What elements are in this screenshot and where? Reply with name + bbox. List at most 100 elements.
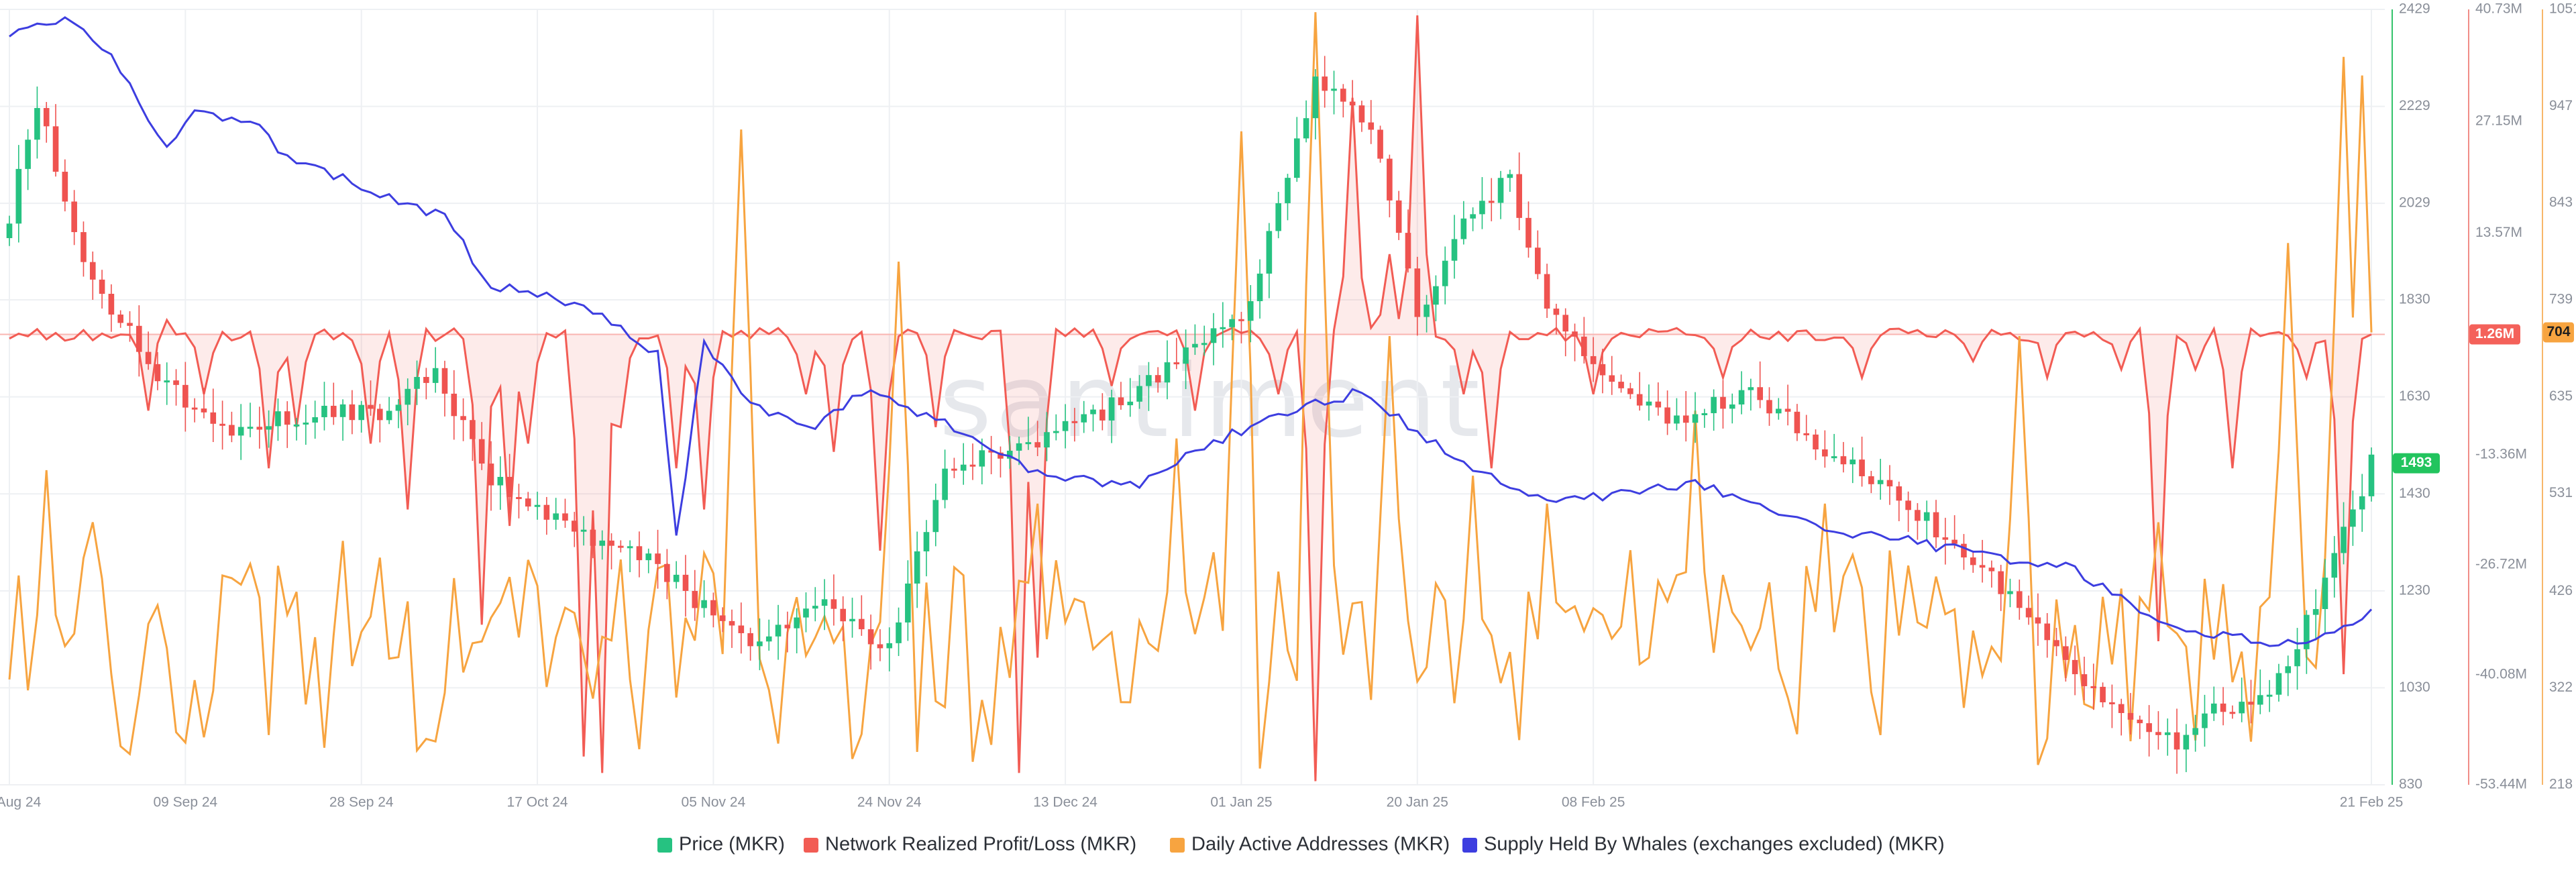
price-candle bbox=[1285, 178, 1291, 203]
price-candle bbox=[164, 380, 170, 383]
price-candle bbox=[488, 464, 494, 486]
profit-loss-axis-tick: 13.57M bbox=[2475, 225, 2522, 240]
price-candle bbox=[2312, 609, 2319, 615]
price-candle bbox=[1905, 500, 1911, 510]
price-candle bbox=[2035, 617, 2041, 624]
price-candle bbox=[1933, 512, 1939, 538]
price-candle bbox=[998, 452, 1004, 459]
price-candle bbox=[1831, 456, 1837, 459]
price-current-badge-bg bbox=[2393, 453, 2440, 474]
price-candle bbox=[840, 608, 847, 622]
daa-axis-tick: 843 bbox=[2549, 195, 2573, 210]
price-candle bbox=[1682, 415, 1689, 423]
profit-loss-series bbox=[0, 15, 2385, 781]
price-candle bbox=[43, 108, 50, 127]
price-candle bbox=[1507, 174, 1513, 178]
price-candle bbox=[2072, 659, 2078, 675]
price-candle bbox=[386, 411, 392, 421]
price-candle bbox=[867, 629, 874, 645]
price-candle bbox=[784, 624, 791, 629]
x-axis-tick: 08 Feb 25 bbox=[1562, 795, 1625, 810]
price-candle bbox=[1127, 401, 1134, 406]
price-candle bbox=[2007, 591, 2013, 594]
price-candle bbox=[794, 617, 800, 629]
price-candle bbox=[2127, 713, 2134, 720]
daa-axis-tick: 218 bbox=[2549, 777, 2573, 792]
price-candle bbox=[1868, 476, 1874, 484]
price-candle bbox=[673, 574, 680, 582]
whales-supply-series bbox=[9, 16, 2373, 647]
price-candle bbox=[405, 388, 411, 405]
legend: Price (MKR) Network Realized Profit/Loss … bbox=[657, 834, 1945, 855]
daa-axis-tick: 947 bbox=[2549, 98, 2573, 113]
x-axis-tick: 28 Sep 24 bbox=[329, 795, 394, 810]
price-candle bbox=[1016, 443, 1022, 451]
price-candle bbox=[1609, 375, 1615, 382]
price-candle bbox=[377, 408, 383, 421]
price-candle bbox=[2146, 723, 2152, 732]
price-candle bbox=[1859, 459, 1865, 476]
price-candle bbox=[1081, 414, 1087, 423]
price-candle bbox=[1331, 89, 1337, 91]
price-candle bbox=[182, 384, 189, 408]
price-candle bbox=[1775, 408, 1782, 414]
price-candle bbox=[1886, 480, 1893, 487]
price-candle bbox=[1813, 434, 1819, 449]
price-candle bbox=[516, 497, 522, 500]
santiment-watermark: santiment bbox=[939, 343, 1484, 460]
price-candle bbox=[1794, 411, 1801, 433]
price-candle bbox=[34, 108, 40, 140]
profit-loss-line bbox=[9, 15, 2372, 781]
price-candle bbox=[2063, 646, 2069, 660]
price-candle bbox=[710, 600, 716, 616]
price-candle bbox=[1229, 319, 1235, 327]
price-candle bbox=[664, 563, 670, 582]
price-candle bbox=[2341, 527, 2347, 553]
price-candle bbox=[1387, 158, 1393, 201]
price-candle bbox=[2164, 732, 2171, 735]
price-candle bbox=[1358, 105, 1365, 123]
price-candle bbox=[988, 450, 994, 453]
price-candle bbox=[1516, 174, 1522, 218]
x-axis-tick: 05 Nov 24 bbox=[682, 795, 746, 810]
price-candle bbox=[914, 551, 920, 584]
price-candle bbox=[655, 553, 661, 564]
price-axis-tick: 2229 bbox=[2399, 98, 2430, 113]
price-axis-tick: 1430 bbox=[2399, 486, 2430, 501]
legend-swatch-profit-loss bbox=[804, 838, 818, 853]
price-candle bbox=[1099, 409, 1106, 421]
price-candle bbox=[6, 223, 13, 239]
price-candle bbox=[1090, 409, 1096, 415]
price-candle bbox=[1849, 459, 1856, 465]
price-candle bbox=[543, 504, 550, 520]
whales-supply-line bbox=[9, 16, 2373, 647]
legend-swatch-whales bbox=[1462, 838, 1477, 853]
price-candle bbox=[2016, 591, 2023, 608]
price-candle bbox=[1784, 408, 1791, 412]
price-axis-tick: 2429 bbox=[2399, 1, 2430, 17]
price-candle bbox=[173, 380, 179, 385]
price-candle bbox=[2183, 734, 2190, 750]
price-candle bbox=[1896, 486, 1902, 501]
price-candle bbox=[1303, 118, 1309, 139]
price-candle bbox=[358, 404, 365, 421]
price-candles bbox=[6, 56, 2375, 774]
price-candle bbox=[2239, 702, 2245, 714]
price-candle bbox=[15, 168, 22, 224]
price-candle bbox=[1442, 260, 1448, 286]
price-candle bbox=[108, 294, 115, 315]
price-candle bbox=[1720, 396, 1726, 409]
price-candle bbox=[191, 407, 198, 410]
price-candle bbox=[1340, 89, 1346, 102]
price-candle bbox=[1822, 449, 1828, 457]
price-candle bbox=[1970, 557, 1976, 565]
price-candle bbox=[905, 583, 911, 622]
price-candle bbox=[2174, 732, 2180, 750]
price-candle bbox=[1961, 543, 1967, 558]
price-candle bbox=[1293, 138, 1300, 178]
x-axis-tick: 21 Feb 25 bbox=[2340, 795, 2404, 810]
price-candle bbox=[1998, 571, 2004, 594]
price-candle bbox=[1923, 512, 1930, 521]
price-candle bbox=[1488, 201, 1495, 203]
